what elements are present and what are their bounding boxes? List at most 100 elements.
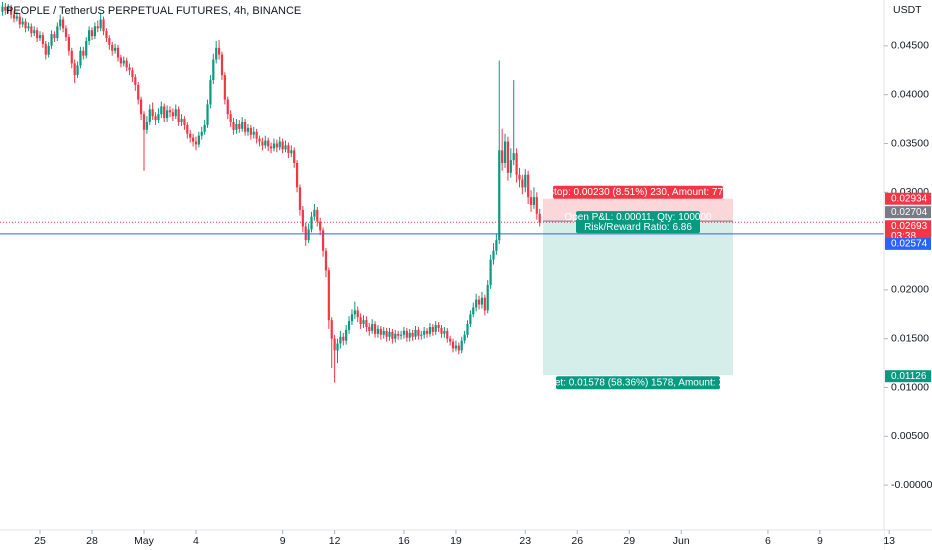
x-tick-label: 19 (450, 535, 462, 547)
candle-body (111, 44, 114, 51)
candle-body (345, 329, 348, 341)
price-tag-label: 0.02704 (891, 207, 928, 218)
candle-body (85, 40, 88, 56)
candle-body (330, 320, 333, 339)
candle-body (90, 30, 94, 37)
candle-body (88, 30, 91, 41)
candle-body (261, 141, 264, 146)
candle-body (524, 174, 527, 188)
candle-body (203, 124, 206, 132)
candle-body (33, 30, 36, 34)
candle-body (336, 343, 339, 351)
candle-body (347, 321, 351, 330)
candle-body (235, 123, 238, 130)
candle-body (359, 317, 362, 325)
candle-body (388, 331, 391, 337)
pnl-label-box (576, 211, 700, 234)
candle-body (394, 333, 397, 339)
candle-body (437, 325, 440, 328)
candle-body (397, 333, 400, 336)
candle-body (171, 112, 174, 117)
candle-body (79, 50, 82, 66)
stop-label: Stop: 0.00230 (8.51%) 230, Amount: 770 (547, 187, 729, 198)
candle-body (206, 104, 209, 125)
y-tick-label: 0.03500 (891, 137, 929, 149)
candle-body (10, 7, 13, 15)
candle-body (238, 123, 241, 129)
candle-body (414, 329, 417, 337)
candle-body (538, 213, 541, 223)
candle-body (431, 326, 434, 332)
x-tick-label: May (134, 535, 155, 547)
candle-body (411, 332, 414, 337)
candle-body (226, 99, 229, 115)
candle-body (21, 21, 24, 25)
candle-body (391, 331, 394, 339)
countdown-label: 03:38 (891, 231, 916, 242)
candle-body (535, 197, 538, 214)
candle-body (53, 34, 56, 39)
candle-body (191, 137, 195, 142)
candle-body (30, 26, 33, 34)
x-tick-label: 12 (329, 535, 341, 547)
candle-body (298, 187, 302, 210)
candle-body (515, 153, 518, 175)
candle-body (408, 332, 411, 338)
candle-body (423, 330, 426, 335)
candle-body (304, 226, 307, 241)
x-tick-label: 4 (193, 535, 199, 547)
candle-body (62, 19, 65, 29)
candle-body (116, 47, 120, 58)
candle-body (194, 141, 198, 145)
x-tick-label: Jun (673, 535, 690, 547)
candle-body (64, 28, 68, 38)
candle-body (451, 341, 455, 349)
candle-body (475, 299, 478, 308)
candle-body (165, 110, 169, 119)
candle-body (67, 37, 70, 51)
candle-body (382, 330, 385, 335)
candle-body (18, 16, 21, 25)
candle-body (428, 326, 432, 334)
candle-body (362, 320, 365, 325)
candle-body (99, 19, 102, 29)
candle-body (284, 145, 287, 150)
candle-body (489, 259, 492, 286)
candle-body (73, 63, 76, 76)
overlay: Stop: 0.00230 (8.51%) 230, Amount: 770 Op… (0, 185, 884, 390)
candle-body (189, 133, 192, 138)
candle-body (200, 131, 203, 136)
candle-body (264, 140, 267, 146)
candle-body (96, 26, 99, 29)
price-tag (885, 192, 931, 205)
price-tag (885, 370, 931, 383)
candle-body (483, 297, 486, 311)
candle-body (440, 327, 443, 334)
y-tick-label: 0.02000 (891, 284, 929, 296)
x-tick-label: 9 (817, 535, 823, 547)
time-axis-panel (0, 530, 884, 550)
candle-body (463, 334, 466, 341)
candle-body (521, 179, 524, 188)
candle-body (385, 330, 388, 337)
candle-body (229, 114, 232, 123)
candle-body (215, 47, 218, 60)
candle-body (486, 285, 489, 311)
candle-body (518, 174, 521, 180)
candle-body (119, 57, 122, 64)
candle-body (93, 26, 96, 37)
candle-body (232, 122, 235, 130)
candle-body (44, 43, 47, 55)
candle-body (139, 99, 143, 115)
candle-body (134, 77, 137, 85)
price-tag-label: 0.01126 (891, 371, 927, 382)
candle-body (246, 127, 250, 132)
candle-body (7, 7, 10, 11)
candle-body (56, 26, 59, 39)
candle-body (333, 338, 336, 351)
candle-body (293, 150, 296, 164)
candle-body (425, 330, 429, 334)
candle-body (105, 31, 108, 39)
x-tick-label: 16 (398, 535, 410, 547)
candle-body (36, 30, 39, 39)
